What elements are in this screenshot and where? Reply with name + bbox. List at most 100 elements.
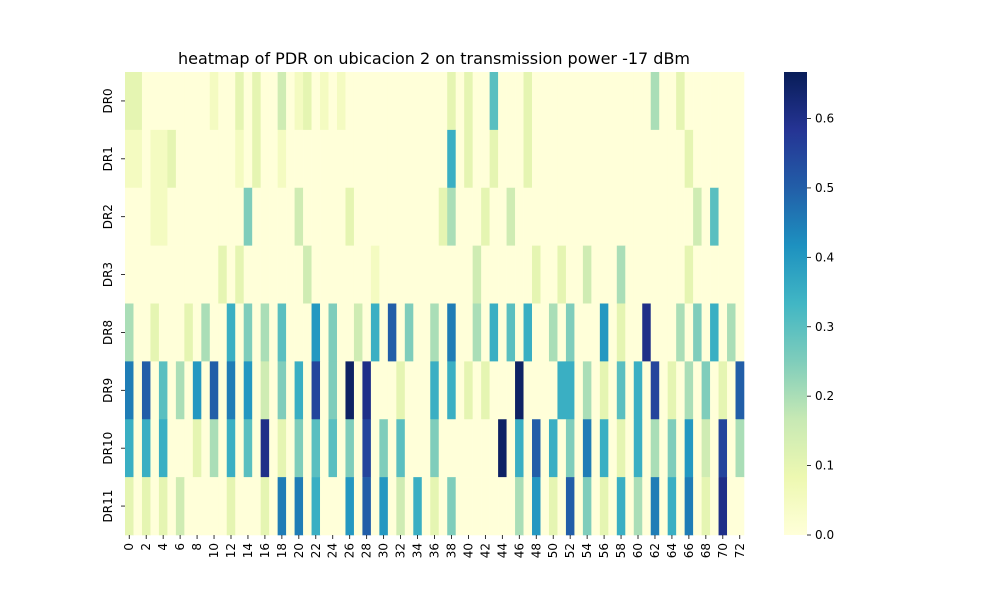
heatmap-cell-DR0-21 xyxy=(303,72,312,131)
heatmap-cell-DR3-33 xyxy=(404,245,414,304)
heatmap-cell-DR0-19 xyxy=(286,72,295,131)
heatmap-cell-DR10-20 xyxy=(294,419,304,478)
heatmap-cell-DR1-28 xyxy=(362,129,372,189)
heatmap-cell-DR9-72 xyxy=(735,361,745,420)
heatmap-cell-DR0-33 xyxy=(404,72,414,131)
heatmap-cell-DR9-27 xyxy=(353,361,363,420)
heatmap-cell-DR8-66 xyxy=(684,303,694,362)
heatmap-cell-DR3-34 xyxy=(413,245,423,304)
heatmap-cell-DR9-56 xyxy=(599,361,609,420)
heatmap-cell-DR1-24 xyxy=(328,129,338,189)
heatmap-cell-DR10-4 xyxy=(158,419,168,478)
heatmap-cell-DR10-58 xyxy=(616,419,626,478)
heatmap-cell-DR11-62 xyxy=(650,477,660,536)
heatmap-cell-DR11-39 xyxy=(455,477,465,536)
heatmap-cell-DR9-66 xyxy=(684,361,694,420)
heatmap-cell-DR10-41 xyxy=(472,419,482,478)
heatmap-cell-DR0-70 xyxy=(718,72,728,131)
heatmap-cell-DR8-18 xyxy=(277,303,287,362)
heatmap-cell-DR8-42 xyxy=(481,303,490,362)
heatmap-cell-DR10-8 xyxy=(192,419,202,478)
heatmap-cell-DR11-6 xyxy=(175,477,185,536)
heatmap-cell-DR3-58 xyxy=(616,245,626,304)
heatmap-cell-DR11-1 xyxy=(133,477,143,536)
heatmap-cell-DR3-10 xyxy=(209,245,219,304)
heatmap-cell-DR2-72 xyxy=(735,187,745,246)
heatmap-cell-DR0-66 xyxy=(684,72,694,131)
heatmap-cell-DR0-53 xyxy=(574,72,584,131)
x-tick-label: 64 xyxy=(665,543,679,558)
y-tick-label: DR11 xyxy=(101,490,115,523)
heatmap-cell-DR8-9 xyxy=(201,303,211,362)
heatmap-cell-DR1-72 xyxy=(735,129,745,189)
heatmap-cell-DR9-6 xyxy=(175,361,185,420)
heatmap-cell-DR11-68 xyxy=(701,477,711,536)
heatmap-cell-DR3-15 xyxy=(252,245,261,304)
heatmap-cell-DR0-49 xyxy=(540,72,550,131)
heatmap-cell-DR9-21 xyxy=(303,361,312,420)
heatmap-cell-DR3-31 xyxy=(387,245,397,304)
heatmap-cell-DR9-47 xyxy=(523,361,533,420)
heatmap-cell-DR1-41 xyxy=(472,129,482,189)
heatmap-cell-DR0-59 xyxy=(625,72,635,131)
heatmap-cell-DR2-15 xyxy=(252,187,261,246)
heatmap-cell-DR0-56 xyxy=(599,72,609,131)
heatmap-cell-DR10-70 xyxy=(718,419,728,478)
heatmap-cell-DR9-57 xyxy=(608,361,618,420)
heatmap-cell-DR3-50 xyxy=(548,245,558,304)
heatmap-cell-DR3-45 xyxy=(506,245,516,304)
heatmap-cell-DR1-63 xyxy=(659,129,668,189)
heatmap-cell-DR0-29 xyxy=(370,72,380,131)
heatmap-cell-DR0-72 xyxy=(735,72,745,131)
x-tick-label: 60 xyxy=(631,543,645,558)
x-tick-label: 44 xyxy=(495,543,509,558)
heatmap-cell-DR1-10 xyxy=(209,129,219,189)
heatmap-cell-DR9-5 xyxy=(167,361,177,420)
heatmap-cell-DR8-52 xyxy=(565,303,575,362)
heatmap-cell-DR11-5 xyxy=(167,477,177,536)
heatmap-cell-DR10-21 xyxy=(303,419,312,478)
heatmap-cell-DR3-71 xyxy=(727,245,736,304)
heatmap-cell-DR2-70 xyxy=(718,187,728,246)
heatmap-cell-DR9-9 xyxy=(201,361,211,420)
heatmap-cell-DR3-48 xyxy=(532,245,541,304)
colorbar xyxy=(784,72,807,535)
heatmap-cell-DR8-51 xyxy=(557,303,567,362)
heatmap-cell-DR11-31 xyxy=(387,477,397,536)
heatmap-cell-DR11-11 xyxy=(218,477,228,536)
heatmap-cell-DR1-53 xyxy=(574,129,584,189)
heatmap-cell-DR10-39 xyxy=(455,419,465,478)
heatmap-cell-DR10-71 xyxy=(727,419,736,478)
heatmap-cell-DR0-6 xyxy=(175,72,185,131)
heatmap-cell-DR2-55 xyxy=(591,187,601,246)
heatmap-cell-DR1-60 xyxy=(633,129,643,189)
heatmap-cell-DR9-54 xyxy=(582,361,592,420)
heatmap-cell-DR9-64 xyxy=(667,361,677,420)
heatmap-cell-DR9-16 xyxy=(260,361,270,420)
heatmap-cell-DR0-46 xyxy=(515,72,524,131)
heatmap-cell-DR2-59 xyxy=(625,187,635,246)
heatmap-cell-DR10-52 xyxy=(565,419,575,478)
x-tick-label: 6 xyxy=(173,543,187,551)
heatmap-cell-DR1-13 xyxy=(235,129,245,189)
heatmap-cell-DR10-54 xyxy=(582,419,592,478)
heatmap-cell-DR0-26 xyxy=(345,72,355,131)
heatmap-cell-DR9-69 xyxy=(710,361,719,420)
heatmap-cell-DR1-21 xyxy=(303,129,312,189)
heatmap-cell-DR8-23 xyxy=(320,303,329,362)
heatmap-cell-DR8-57 xyxy=(608,303,618,362)
heatmap-cell-DR8-48 xyxy=(532,303,541,362)
heatmap-cell-DR2-49 xyxy=(540,187,550,246)
heatmap-cell-DR11-32 xyxy=(396,477,406,536)
heatmap-cell-DR0-40 xyxy=(464,72,473,131)
heatmap-cell-DR10-31 xyxy=(387,419,397,478)
heatmap-cell-DR10-3 xyxy=(150,419,160,478)
y-tick-label: DR8 xyxy=(101,320,115,345)
heatmap-cell-DR0-48 xyxy=(532,72,541,131)
heatmap-cell-DR10-7 xyxy=(184,419,194,478)
heatmap-cell-DR8-20 xyxy=(294,303,304,362)
heatmap-cell-DR2-48 xyxy=(532,187,541,246)
heatmap-cell-DR0-23 xyxy=(320,72,329,131)
heatmap-cell-DR0-38 xyxy=(447,72,456,131)
heatmap-cell-DR11-40 xyxy=(464,477,473,536)
